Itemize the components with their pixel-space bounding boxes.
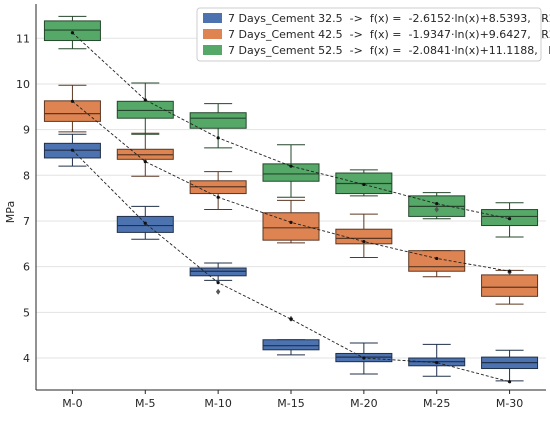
- x-tick-labels: M-0 M-5 M-10 M-15 M-20 M-25 M-30: [62, 390, 523, 410]
- x-tick-label-m-5: M-5: [135, 397, 155, 410]
- x-tick-label-m-25: M-25: [423, 397, 450, 410]
- box-cement-52-5-m-0: [43, 20, 101, 42]
- box-cement-42-5-m-20: [335, 228, 393, 245]
- legend-frame: [196, 7, 542, 62]
- x-tick-label-m-15: M-15: [277, 397, 304, 410]
- mean-point-cement-42-5-m-20: [362, 239, 366, 244]
- mean-point-cement-52-5-m-15: [289, 164, 293, 168]
- y-tick-label-11: 11: [16, 32, 30, 45]
- mean-point-cement-52-5-m-0: [70, 31, 75, 35]
- mean-point-cement-42-5-m-0: [70, 99, 75, 103]
- box-cement-42-5-m-0: [43, 100, 101, 122]
- legend-label-cement-52-5: 7 Days_Cement 52.5 -> f(x) = -2.0841·ln(…: [228, 44, 550, 57]
- mean-point-cement-52-5-m-20: [362, 182, 366, 187]
- box-cement-42-5-m-30: [481, 274, 539, 297]
- y-tick-label-7: 7: [23, 215, 30, 228]
- legend-label-cement-42-5: 7 Days_Cement 42.5 -> f(x) = -1.9347·ln(…: [228, 28, 550, 41]
- mean-point-cement-52-5-m-5: [143, 98, 147, 102]
- y-tick-label-9: 9: [23, 124, 30, 137]
- outlier-cement-52-5-m-25-0: [434, 206, 439, 213]
- mean-point-cement-42-5-m-15: [289, 220, 293, 224]
- y-tick-label-4: 4: [23, 352, 30, 365]
- y-tick-labels: 4 5 6 7 8 9 10 11: [16, 32, 30, 365]
- outlier-cement-32-5-m-10-0: [215, 288, 221, 295]
- mean-point-cement-42-5-m-25: [435, 256, 439, 261]
- box-cement-32-5-m-10: [189, 267, 247, 277]
- box-cement-52-5-m-10: [189, 112, 247, 129]
- mean-point-cement-42-5-m-10: [216, 195, 220, 199]
- boxes-layer: [43, 15, 539, 382]
- y-tick-label-6: 6: [23, 261, 30, 274]
- legend-label-cement-32-5: 7 Days_Cement 32.5 -> f(x) = -2.6152·ln(…: [228, 12, 550, 25]
- y-tick-label-10: 10: [16, 78, 30, 91]
- legend-swatch-cement-32-5: [203, 13, 222, 23]
- mean-point-cement-32-5-m-0: [70, 148, 75, 152]
- box-cement-52-5-m-15: [262, 163, 320, 182]
- mean-point-cement-52-5-m-25: [435, 202, 439, 206]
- mean-point-cement-32-5-m-20: [362, 356, 366, 360]
- mean-point-cement-52-5-m-10: [216, 136, 220, 140]
- y-tick-label-8: 8: [23, 169, 30, 182]
- y-axis-label: MPa: [4, 201, 17, 223]
- mean-point-cement-52-5-m-30: [507, 217, 512, 221]
- x-tick-label-m-30: M-30: [496, 397, 523, 410]
- legend-swatch-cement-52-5: [203, 45, 222, 55]
- legend-swatch-cement-42-5: [203, 29, 222, 39]
- mean-point-cement-32-5-m-15: [289, 317, 293, 321]
- x-tick-label-m-0: M-0: [62, 397, 82, 410]
- mean-point-cement-32-5-m-10: [216, 281, 220, 285]
- box-cement-32-5-m-15: [262, 339, 320, 351]
- y-tick-label-5: 5: [23, 306, 30, 319]
- mean-point-cement-32-5-m-25: [435, 360, 439, 365]
- mean-point-cement-42-5-m-30: [507, 269, 512, 273]
- x-tick-label-m-10: M-10: [204, 397, 231, 410]
- box-cement-42-5-m-15: [262, 212, 320, 241]
- mean-point-cement-32-5-m-30: [507, 380, 512, 384]
- mean-point-cement-32-5-m-5: [143, 221, 147, 225]
- trend-lines-layer: [70, 31, 512, 384]
- mean-point-cement-42-5-m-5: [143, 159, 147, 164]
- legend: 7 Days_Cement 32.5 -> f(x) = -2.6152·ln(…: [196, 7, 550, 62]
- x-tick-label-m-20: M-20: [350, 397, 377, 410]
